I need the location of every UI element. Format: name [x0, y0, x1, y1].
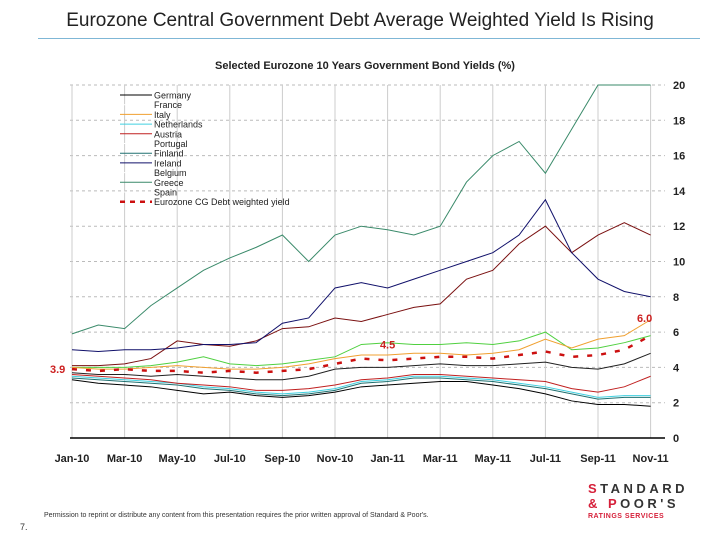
x-tick-label: Jan-10 — [55, 453, 90, 465]
y-tick-label: 4 — [673, 362, 680, 374]
permission-note: Permission to reprint or distribute any … — [44, 512, 429, 519]
x-tick-label: Mar-11 — [423, 453, 458, 465]
y-tick-label: 20 — [673, 80, 685, 92]
legend-label: Germany — [154, 91, 192, 101]
x-tick-label: Jul-11 — [530, 453, 561, 465]
y-tick-label: 12 — [673, 221, 685, 233]
series-line-finland — [71, 377, 651, 400]
legend-label: France — [154, 100, 182, 110]
y-tick-label: 16 — [673, 151, 685, 163]
logo-line1: STANDARD — [588, 481, 688, 496]
x-tick-label: Mar-10 — [107, 453, 142, 465]
series-line-greece — [71, 84, 651, 335]
legend-label: Finland — [154, 149, 184, 159]
y-tick-label: 18 — [673, 115, 685, 127]
legend-label: Portugal — [154, 139, 188, 149]
legend-label: Greece — [154, 178, 184, 188]
page-number: 7. — [20, 522, 28, 532]
series-line-netherlands — [71, 375, 651, 398]
x-tick-label: Nov-11 — [633, 453, 669, 465]
x-tick-label: Sep-10 — [264, 453, 300, 465]
series-line-austria — [71, 373, 651, 393]
legend-label: Ireland — [154, 158, 182, 168]
x-tick-label: Jul-10 — [214, 453, 246, 465]
page-title: Eurozone Central Government Debt Average… — [66, 10, 654, 31]
x-tick-label: Nov-10 — [317, 453, 354, 465]
chart-title: Selected Eurozone 10 Years Government Bo… — [215, 60, 515, 72]
legend-label: Austria — [154, 129, 182, 139]
legend-label: Italy — [154, 110, 171, 120]
legend-label: Netherlands — [154, 120, 203, 130]
yield-chart: Selected Eurozone 10 Years Government Bo… — [50, 60, 686, 465]
series-line — [71, 352, 651, 381]
y-tick-label: 6 — [673, 327, 679, 339]
y-tick-label: 14 — [673, 186, 686, 198]
x-tick-label: Jan-11 — [370, 453, 404, 465]
legend-label: Eurozone CG Debt weighted yield — [154, 197, 290, 207]
series-line — [72, 331, 651, 368]
sp-logo: STANDARD & POOR'S RATINGS SERVICES — [588, 481, 688, 520]
logo-line3: RATINGS SERVICES — [588, 513, 665, 520]
series-line-germany — [71, 379, 651, 407]
series-line-ireland — [71, 198, 651, 353]
series-line — [72, 222, 651, 367]
y-tick-label: 0 — [673, 433, 679, 445]
logo-line2: & POOR'S — [588, 496, 680, 511]
title-underline — [38, 38, 700, 39]
legend-label: Belgium — [154, 168, 187, 178]
data-label: 3.9 — [50, 364, 65, 376]
legend-label: Spain — [154, 188, 177, 198]
x-tick-label: May-10 — [159, 453, 196, 465]
data-label: 4.5 — [380, 340, 395, 352]
x-tick-label: Sep-11 — [580, 453, 615, 465]
y-tick-label: 10 — [673, 257, 685, 269]
y-tick-label: 2 — [673, 398, 679, 410]
series-line-italy — [71, 319, 651, 370]
data-label: 6.0 — [637, 313, 652, 325]
y-tick-label: 8 — [673, 292, 679, 304]
x-tick-label: May-11 — [474, 453, 511, 465]
